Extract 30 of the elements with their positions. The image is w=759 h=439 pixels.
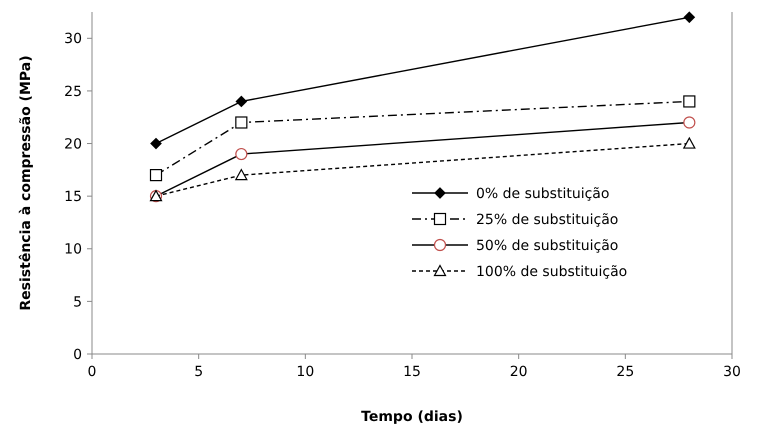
x-tick-label: 20 [510,364,528,380]
legend-label: 50% de substituição [476,238,618,254]
point [684,12,695,23]
point [235,169,248,180]
y-tick-label: 25 [64,84,82,100]
point [235,116,248,129]
point [235,148,248,160]
y-tick-label: 0 [73,346,82,363]
point [150,138,162,150]
y-tick-label: 10 [64,242,82,258]
legend-label: 25% de substituição [476,212,618,228]
y-tick-label: 30 [64,31,82,48]
legend-label: 0% de substituição [476,186,610,202]
y-tick-label: 20 [64,136,82,152]
x-tick-label: 25 [616,364,634,380]
x-axis-title: Tempo (dias) [361,409,463,425]
legend-label: 100% de substituição [476,264,628,280]
point [683,95,696,108]
y-axis-title: Resistência à compressão (MPa) [18,55,34,311]
point [150,169,162,182]
x-tick-label: 0 [88,364,96,380]
x-tick-label: 30 [723,364,741,380]
x-tick-label: 5 [194,364,204,380]
point [683,137,696,149]
y-tick-label: 5 [73,294,82,310]
point [683,116,696,129]
x-tick-label: 15 [403,364,421,380]
x-tick-label: 10 [296,364,314,380]
point [236,96,247,108]
y-tick-label: 15 [64,189,82,206]
